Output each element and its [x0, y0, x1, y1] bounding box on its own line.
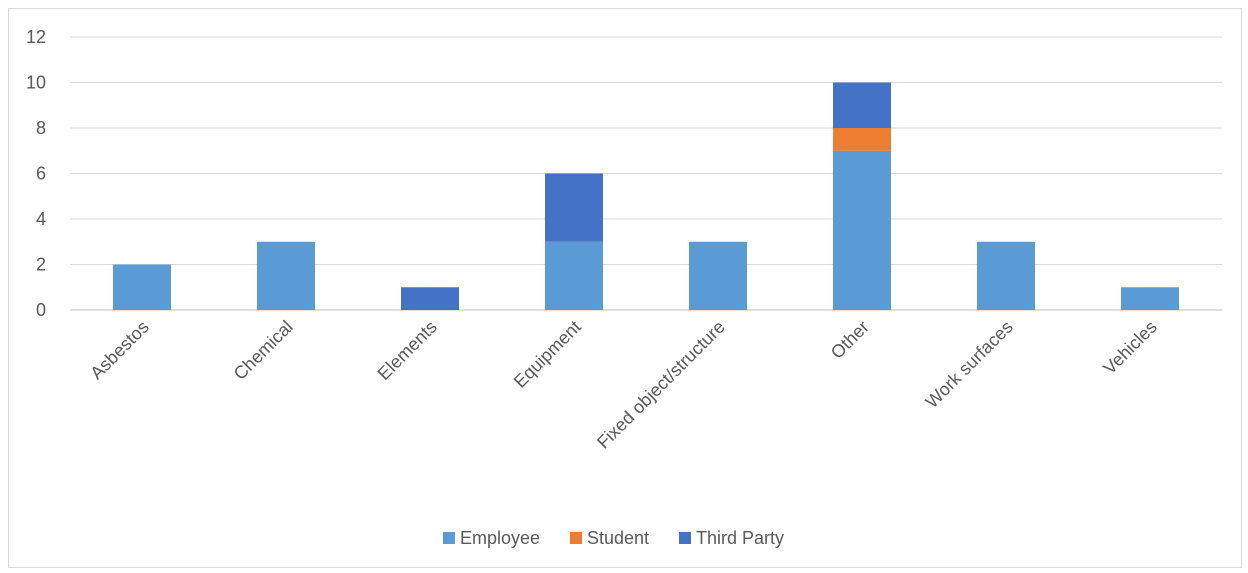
x-axis-labels: Asbestos Chemical Elements Equipment Fixed o… — [86, 317, 1161, 453]
legend-swatch — [443, 532, 455, 544]
y-axis-ticks: 0 2 4 6 8 10 12 — [26, 27, 46, 320]
bar-segment-third-party — [401, 287, 459, 310]
y-tick-label: 4 — [36, 209, 46, 229]
x-category-label: Vehicles — [1099, 317, 1161, 379]
gridlines — [70, 36, 1222, 311]
bar-segment-student — [833, 128, 891, 151]
x-category-label: Equipment — [510, 317, 585, 392]
bar-segment-employee — [257, 241, 315, 310]
x-category-label: Elements — [374, 317, 441, 384]
chart-frame — [8, 8, 1242, 568]
y-tick-label: 0 — [36, 300, 46, 320]
bar-segment-employee — [545, 241, 603, 310]
bar-segment-third-party — [545, 173, 603, 242]
bar-segment-employee — [113, 264, 171, 310]
x-category-label: Other — [827, 317, 873, 363]
legend-swatch — [570, 532, 582, 544]
bar-segment-employee — [689, 241, 747, 310]
bar-segment-third-party — [833, 82, 891, 128]
y-tick-label: 12 — [26, 27, 46, 47]
y-tick-label: 8 — [36, 118, 46, 138]
x-category-label: Chemical — [230, 317, 297, 384]
bars — [113, 82, 1179, 310]
y-tick-label: 10 — [26, 73, 46, 93]
legend-label: Third Party — [696, 528, 784, 548]
legend-label: Student — [587, 528, 649, 548]
legend: Employee Student Third Party — [443, 528, 784, 548]
legend-label: Employee — [460, 528, 540, 548]
bar-segment-employee — [833, 150, 891, 310]
legend-swatch — [679, 532, 691, 544]
x-category-label: Work surfaces — [922, 317, 1017, 412]
x-category-label: Fixed object/structure — [593, 317, 729, 453]
y-tick-label: 6 — [36, 164, 46, 184]
x-category-label: Asbestos — [86, 317, 153, 384]
bar-segment-employee — [1121, 287, 1179, 310]
bar-segment-employee — [977, 241, 1035, 310]
y-tick-label: 2 — [36, 255, 46, 275]
